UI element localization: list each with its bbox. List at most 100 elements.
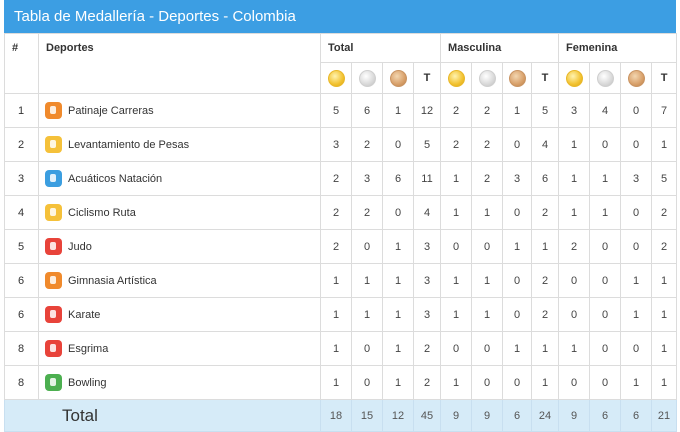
total-count-cell: 18 xyxy=(320,399,352,432)
rank-cell: 3 xyxy=(4,161,39,196)
medal-count-cell: 3 xyxy=(412,229,442,264)
medal-count-cell: 1 xyxy=(320,331,352,366)
sport-cell: Bowling xyxy=(38,365,321,400)
medal-count-cell: 1 xyxy=(589,161,622,196)
medal-count-cell: 0 xyxy=(471,365,504,400)
total-count-cell: 6 xyxy=(620,399,653,432)
medal-count-cell: 3 xyxy=(351,161,383,196)
medal-count-cell: 1 xyxy=(471,297,504,332)
medal-count-cell: 0 xyxy=(620,93,653,128)
sport-name: Gimnasia Artística xyxy=(68,274,157,287)
medal-count-cell: 0 xyxy=(620,331,653,366)
medal-count-cell: 1 xyxy=(651,331,678,366)
medal-count-cell: 1 xyxy=(471,195,504,230)
masculina-bronze-column-header xyxy=(502,62,533,94)
medal-count-cell: 2 xyxy=(351,127,383,162)
medal-count-cell: 0 xyxy=(440,331,473,366)
femenina-gold-column-header xyxy=(558,62,591,94)
table-row: 8 Esgrima 1 0 1 2 0 0 1 1 1 0 0 1 xyxy=(4,331,678,366)
rank-cell: 1 xyxy=(4,93,39,128)
sport-cell: Judo xyxy=(38,229,321,264)
bronze-medal-icon xyxy=(508,69,526,87)
medal-count-cell: 11 xyxy=(412,161,442,196)
femenina-silver-column-header xyxy=(589,62,622,94)
medal-count-cell: 1 xyxy=(440,365,473,400)
medal-count-cell: 2 xyxy=(320,161,352,196)
medal-count-cell: 2 xyxy=(531,263,560,298)
silver-medal-icon xyxy=(358,69,376,87)
medal-count-cell: 3 xyxy=(620,161,653,196)
sport-name: Levantamiento de Pesas xyxy=(68,138,190,151)
medal-count-cell: 1 xyxy=(531,229,560,264)
masculina-t-column-header: T xyxy=(531,62,560,94)
medal-count-cell: 3 xyxy=(320,127,352,162)
total-count-cell: 45 xyxy=(412,399,442,432)
medal-count-cell: 1 xyxy=(471,263,504,298)
medal-count-cell: 2 xyxy=(531,195,560,230)
medal-count-cell: 0 xyxy=(471,331,504,366)
medal-count-cell: 2 xyxy=(440,127,473,162)
sport-cell: Levantamiento de Pesas xyxy=(38,127,321,162)
bowling-icon xyxy=(45,374,62,391)
medal-count-cell: 0 xyxy=(502,297,533,332)
sport-cell: Ciclismo Ruta xyxy=(38,195,321,230)
medal-count-cell: 2 xyxy=(471,93,504,128)
total-t-column-header: T xyxy=(412,62,442,94)
table-row: 8 Bowling 1 0 1 2 1 0 0 1 0 0 1 1 xyxy=(4,365,678,400)
medal-count-cell: 2 xyxy=(471,161,504,196)
medal-count-cell: 1 xyxy=(620,365,653,400)
medal-count-cell: 3 xyxy=(412,263,442,298)
medal-count-cell: 1 xyxy=(320,297,352,332)
sport-name: Judo xyxy=(68,240,92,253)
medal-count-cell: 5 xyxy=(651,161,678,196)
total-count-cell: 21 xyxy=(651,399,678,432)
total-label: Total xyxy=(4,399,321,432)
judo-icon xyxy=(45,238,62,255)
medal-count-cell: 1 xyxy=(351,297,383,332)
silver-medal-icon xyxy=(478,69,496,87)
total-count-cell: 12 xyxy=(382,399,414,432)
medal-count-cell: 1 xyxy=(531,331,560,366)
header-femenina: Femenina xyxy=(558,33,678,63)
total-gold-column-header xyxy=(320,62,352,94)
gold-medal-icon xyxy=(447,69,465,87)
femenina-bronze-column-header xyxy=(620,62,653,94)
medal-count-cell: 0 xyxy=(620,195,653,230)
total-count-cell: 9 xyxy=(440,399,473,432)
femenina-t-column-header: T xyxy=(651,62,678,94)
medal-count-cell: 0 xyxy=(502,263,533,298)
table-row: 1 Patinaje Carreras 5 6 1 12 2 2 1 5 3 4 0 7 xyxy=(4,93,678,128)
bronze-medal-icon xyxy=(389,69,407,87)
medal-count-cell: 0 xyxy=(382,127,414,162)
medal-count-cell: 1 xyxy=(351,263,383,298)
sport-name: Ciclismo Ruta xyxy=(68,206,136,219)
medal-count-cell: 1 xyxy=(558,195,591,230)
medal-count-cell: 2 xyxy=(531,297,560,332)
medal-count-cell: 1 xyxy=(502,331,533,366)
medal-count-cell: 0 xyxy=(502,365,533,400)
medal-count-cell: 1 xyxy=(382,263,414,298)
rank-cell: 4 xyxy=(4,195,39,230)
medal-count-cell: 0 xyxy=(620,127,653,162)
medal-count-cell: 1 xyxy=(620,297,653,332)
medal-count-cell: 1 xyxy=(320,365,352,400)
medal-count-cell: 2 xyxy=(412,331,442,366)
sport-cell: Gimnasia Artística xyxy=(38,263,321,298)
header-rank: # xyxy=(4,33,39,94)
medal-count-cell: 0 xyxy=(589,331,622,366)
medal-count-cell: 0 xyxy=(558,263,591,298)
medal-count-cell: 0 xyxy=(589,365,622,400)
gymnastics-icon xyxy=(45,272,62,289)
medal-count-cell: 12 xyxy=(412,93,442,128)
medal-count-cell: 7 xyxy=(651,93,678,128)
medal-count-cell: 0 xyxy=(351,229,383,264)
medal-count-cell: 1 xyxy=(502,229,533,264)
sport-name: Bowling xyxy=(68,376,107,389)
medal-count-cell: 0 xyxy=(589,297,622,332)
medal-count-cell: 6 xyxy=(351,93,383,128)
medal-count-cell: 0 xyxy=(502,195,533,230)
medal-count-cell: 1 xyxy=(320,263,352,298)
gold-medal-icon xyxy=(565,69,583,87)
medal-count-cell: 0 xyxy=(351,331,383,366)
